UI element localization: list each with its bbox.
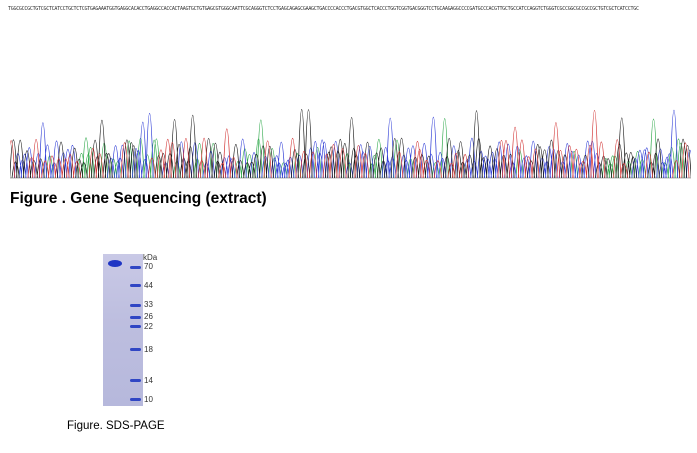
marker-label-70: 70 [144, 262, 153, 271]
ladder-band-70 [130, 266, 141, 269]
marker-label-22: 22 [144, 322, 153, 331]
ladder-band-14 [130, 379, 141, 382]
sds-page-gel [103, 254, 143, 406]
sample-protein-band [108, 260, 122, 267]
marker-label-26: 26 [144, 312, 153, 321]
trace-t [10, 110, 690, 179]
ladder-band-10 [130, 398, 141, 401]
marker-label-14: 14 [144, 376, 153, 385]
sds-page-caption: Figure. SDS-PAGE [67, 420, 165, 432]
marker-label-18: 18 [144, 345, 153, 354]
ladder-band-33 [130, 304, 141, 307]
ladder-band-26 [130, 316, 141, 319]
marker-label-33: 33 [144, 300, 153, 309]
chromatogram-trace [10, 109, 691, 179]
marker-label-44: 44 [144, 281, 153, 290]
marker-label-10: 10 [144, 395, 153, 404]
ladder-band-18 [130, 348, 141, 351]
sequence-base-calls: TGGCGCCGCTGTCGCTCATCCTGCTCTCGTGAGAAATGGT… [8, 6, 639, 12]
ladder-band-44 [130, 284, 141, 287]
ladder-band-22 [130, 325, 141, 328]
kda-unit-label: kDa [143, 253, 158, 262]
gene-sequencing-caption: Figure . Gene Sequencing (extract) [10, 190, 267, 207]
